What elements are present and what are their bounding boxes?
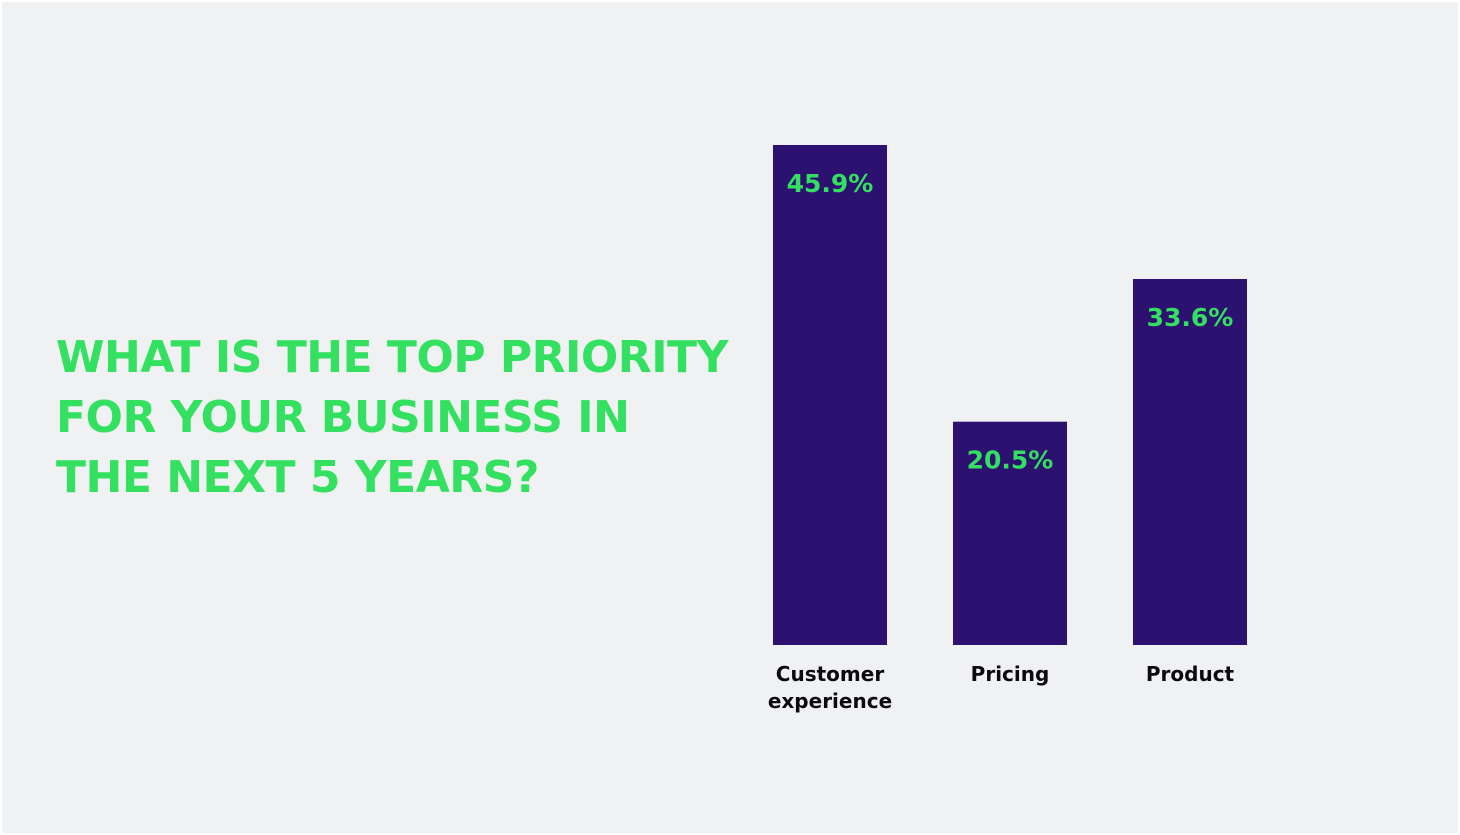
category-label-0: Customer experience	[768, 662, 892, 713]
value-label-2: 33.6%	[1147, 303, 1234, 332]
category-labels-group: Customer experience Pricing Product	[768, 662, 1235, 713]
value-labels-group: 45.9% 20.5% 33.6%	[787, 169, 1234, 475]
bar-1	[953, 421, 1067, 645]
value-label-1: 20.5%	[967, 446, 1054, 475]
bar-0	[773, 145, 887, 645]
value-label-0: 45.9%	[787, 169, 874, 198]
bars-group	[773, 145, 1247, 645]
headline: WHAT IS THE TOP PRIORITY FOR YOUR BUSINE…	[56, 332, 728, 503]
category-label-1: Pricing	[971, 662, 1050, 686]
bar-2	[1133, 278, 1247, 645]
bar-chart: 45.9% 20.5% 33.6% Customer experience Pricin…	[768, 145, 1247, 713]
category-label-2: Product	[1146, 662, 1235, 686]
